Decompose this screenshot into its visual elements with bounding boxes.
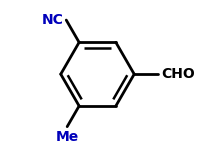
Text: NC: NC: [41, 13, 63, 27]
Text: CHO: CHO: [161, 67, 195, 81]
Text: Me: Me: [56, 130, 79, 144]
